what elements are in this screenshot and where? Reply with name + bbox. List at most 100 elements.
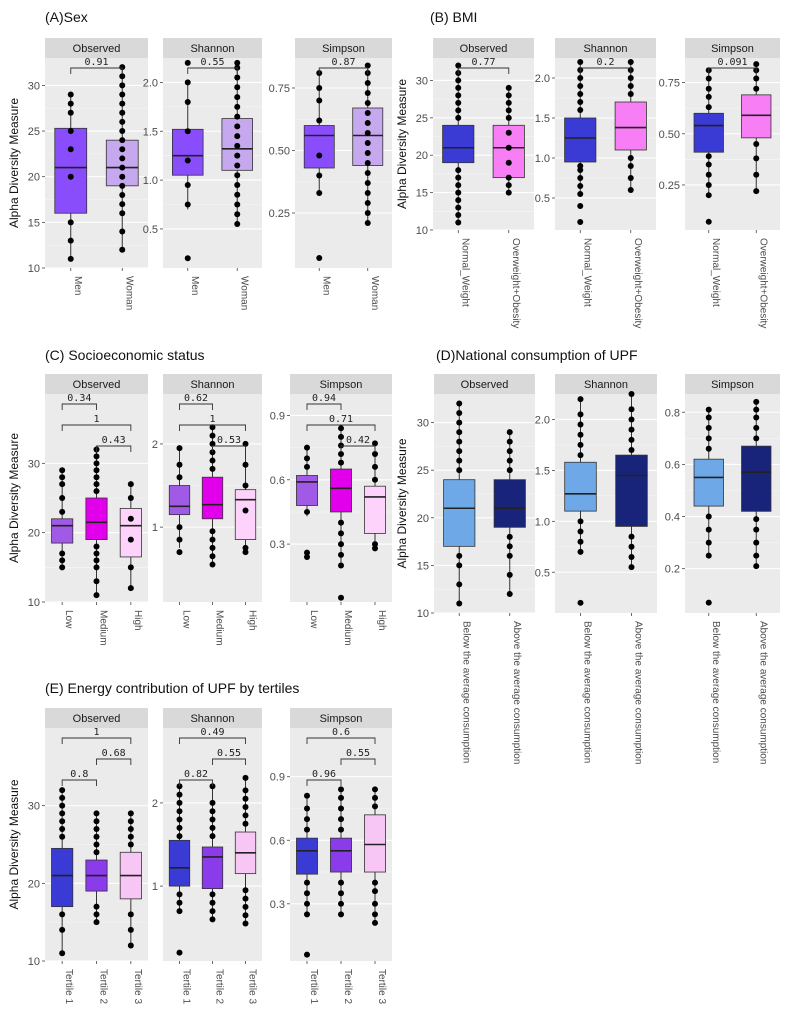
x-category-label: Medium — [342, 610, 353, 646]
x-category-label: Men — [189, 276, 200, 295]
data-point — [505, 92, 512, 99]
data-point — [93, 460, 100, 467]
chart-panel-4: (E) Energy contribution of UPF by tertil… — [7, 680, 392, 1004]
y-tick-label: 30 — [28, 80, 40, 92]
data-point — [372, 879, 378, 886]
data-point — [456, 581, 463, 588]
facet-shannon: Shannon 1 2 0.82 0.49 0.55 Tertile 1 Tertile 2 T… — [152, 708, 262, 1004]
data-point — [127, 536, 134, 543]
bracket-line — [318, 67, 369, 74]
data-point — [753, 539, 760, 546]
y-tick-label: 0.5 — [143, 224, 158, 236]
data-point — [234, 59, 241, 66]
data-point — [577, 518, 584, 525]
box-iqr — [201, 846, 224, 890]
data-point — [577, 538, 584, 545]
x-category-label: Below the average consumption — [460, 621, 471, 763]
data-point — [705, 85, 712, 92]
data-point — [176, 949, 183, 956]
data-point — [316, 97, 323, 104]
data-point — [456, 448, 463, 455]
y-tick-label: 0.50 — [269, 146, 290, 158]
y-tick-label: 25 — [417, 465, 429, 477]
y-tick-label: 10 — [28, 956, 40, 968]
data-point — [372, 545, 378, 552]
data-point — [705, 599, 712, 606]
y-tick-label: 2.0 — [143, 77, 158, 89]
data-point — [184, 79, 191, 86]
data-point — [577, 599, 584, 606]
data-point — [127, 495, 134, 501]
box-iqr — [51, 518, 74, 544]
data-point — [506, 590, 513, 597]
data-point — [338, 562, 344, 569]
data-point — [59, 810, 66, 817]
data-point — [505, 129, 512, 136]
significance-bracket: 0.8 — [61, 769, 97, 786]
data-point — [304, 508, 310, 515]
data-point — [59, 833, 66, 840]
data-point — [456, 429, 463, 436]
y-axis-label: Alpha Diversity Measure — [395, 79, 409, 209]
facet-strip — [295, 38, 392, 58]
box-medium — [330, 425, 352, 601]
data-point — [119, 82, 126, 89]
data-point — [59, 818, 66, 825]
box-tertile-2 — [330, 786, 352, 918]
data-point — [176, 783, 183, 790]
box-tertile-1 — [168, 783, 191, 956]
data-point — [59, 481, 66, 488]
data-point — [176, 808, 183, 815]
box-overweight-obesity — [492, 84, 525, 196]
data-point — [209, 799, 216, 806]
data-point — [59, 802, 66, 809]
data-point — [59, 557, 66, 564]
data-point — [628, 416, 635, 423]
data-point — [67, 128, 74, 135]
facet-strip — [685, 374, 780, 394]
data-point — [627, 163, 634, 169]
box-normal-weight — [693, 67, 724, 225]
box-iqr — [54, 127, 88, 214]
data-point — [127, 515, 134, 522]
x-category-label: Overweight+Obesity — [632, 238, 643, 328]
data-point — [455, 107, 462, 114]
data-point — [209, 440, 216, 447]
data-point — [67, 109, 74, 116]
box-high — [119, 481, 142, 592]
data-point — [59, 794, 66, 801]
facet-strip-label: Observed — [73, 379, 121, 391]
significance-bracket: 0.6 — [306, 727, 376, 744]
data-point — [364, 100, 371, 106]
x-category-label: Normal_Weight — [459, 238, 470, 307]
bracket-line — [306, 779, 342, 786]
data-point — [209, 891, 216, 898]
data-point — [456, 438, 463, 445]
y-tick-label: 2 — [152, 798, 158, 810]
panel-title: (E) Energy contribution of UPF by tertil… — [45, 680, 299, 696]
data-point — [176, 799, 183, 806]
facet-strip — [290, 708, 392, 728]
significance-bracket: 0.49 — [179, 727, 246, 744]
y-tick-label: 0.6 — [270, 835, 285, 847]
data-point — [455, 182, 462, 189]
y-tick-label: 20 — [28, 878, 40, 890]
facet-simpson: Simpson 0.25 0.50 0.75 0.87 Men Woman — [269, 38, 392, 310]
bracket-line — [70, 67, 123, 74]
box-tertile-1 — [296, 792, 318, 958]
box-iqr — [364, 814, 386, 873]
data-point — [119, 128, 126, 135]
panel-title: (A)Sex — [45, 9, 88, 25]
data-point — [753, 141, 760, 147]
data-point — [455, 174, 462, 181]
data-point — [506, 533, 513, 540]
data-point — [59, 564, 66, 571]
data-point — [455, 92, 462, 99]
x-category-label: Medium — [214, 610, 225, 646]
y-tick-label: 0.5 — [535, 193, 550, 205]
data-point — [364, 160, 371, 166]
data-point — [628, 426, 635, 433]
y-tick-label: 30 — [28, 801, 40, 813]
data-point — [705, 153, 712, 160]
data-point — [364, 62, 371, 69]
